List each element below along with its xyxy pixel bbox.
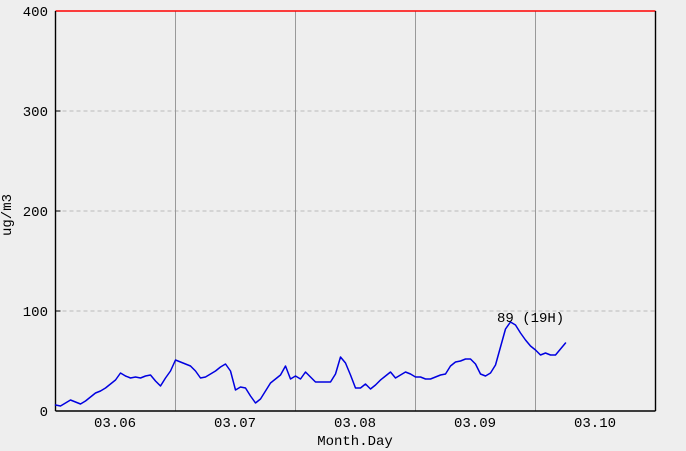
- svg-text:03.06: 03.06: [94, 416, 136, 432]
- svg-text:89 (19H): 89 (19H): [497, 311, 564, 327]
- svg-text:Month.Day: Month.Day: [317, 434, 393, 450]
- svg-text:400: 400: [23, 5, 48, 21]
- svg-text:03.08: 03.08: [334, 416, 376, 432]
- svg-text:0: 0: [40, 405, 48, 421]
- svg-text:ug/m3: ug/m3: [0, 194, 16, 236]
- svg-text:03.07: 03.07: [214, 416, 256, 432]
- svg-text:03.09: 03.09: [454, 416, 496, 432]
- svg-text:03.10: 03.10: [574, 416, 616, 432]
- svg-text:200: 200: [23, 205, 48, 221]
- svg-text:300: 300: [23, 105, 48, 121]
- svg-text:100: 100: [23, 305, 48, 321]
